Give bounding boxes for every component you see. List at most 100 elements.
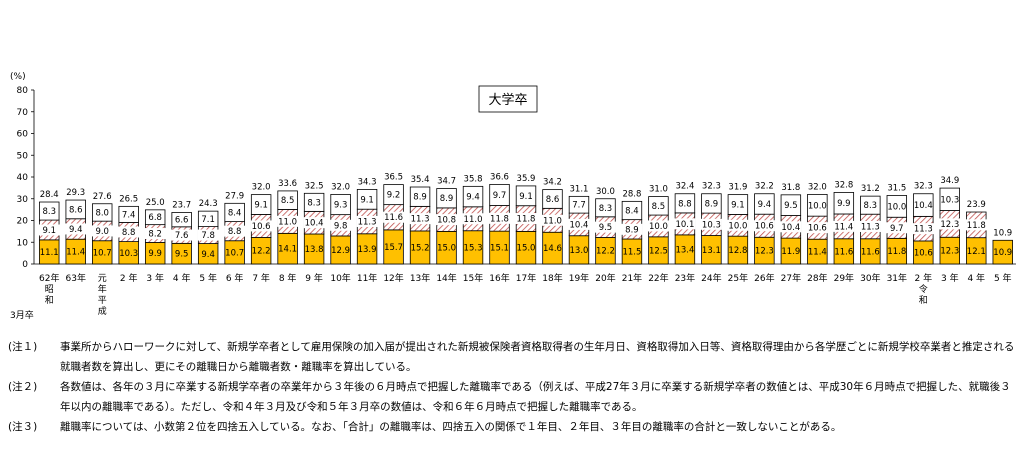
data-label: 11.9 [781, 247, 800, 257]
data-label: 15.0 [517, 244, 536, 254]
x-tick-label: 21年 [622, 272, 642, 284]
x-tick-label: 4 年 [173, 272, 191, 284]
bar-year3 [886, 195, 908, 218]
x-tick-label: 年 [98, 283, 107, 295]
data-label: 15.1 [490, 244, 509, 254]
x-tick-label: 17年 [516, 272, 536, 284]
x-tick-label: 成 [98, 305, 107, 317]
label-bg [912, 223, 934, 235]
x-tick-label: 18年 [542, 272, 562, 284]
x-tick-label: 15年 [463, 272, 483, 284]
x-tick-label: 元 [98, 274, 107, 284]
total-label: 32.0 [808, 182, 827, 192]
x-tick-label: 24年 [701, 272, 721, 284]
bar-year3 [674, 193, 696, 214]
data-label: 9.1 [254, 201, 268, 211]
total-label: 35.8 [464, 174, 483, 184]
data-label: 9.5 [175, 250, 189, 260]
note-id: (注１) [8, 341, 38, 353]
x-tick-label: 昭 [45, 284, 54, 295]
bar-year3 [595, 198, 616, 218]
total-label: 32.8 [834, 180, 853, 190]
label-bg [489, 212, 511, 224]
label-bg [171, 229, 193, 241]
data-label: 8.9 [440, 194, 454, 204]
data-label: 10.6 [808, 224, 827, 234]
x-tick-label: 27年 [781, 272, 801, 284]
data-label: 14.6 [543, 244, 562, 254]
total-label: 31.5 [887, 183, 906, 193]
x-tick-label: 8 年 [279, 272, 297, 284]
data-label: 15.0 [437, 244, 456, 254]
label-bg [647, 220, 669, 232]
data-label: 10.3 [940, 195, 959, 205]
bar-year3 [92, 203, 113, 222]
bar-year3 [939, 187, 960, 211]
total-label: 28.8 [622, 189, 641, 199]
data-label: 13.8 [305, 245, 324, 255]
data-label: 10.4 [305, 219, 324, 229]
label-bg [594, 221, 616, 233]
bar-year3 [727, 194, 749, 215]
data-label: 12.3 [755, 247, 774, 257]
data-label: 11.4 [834, 222, 853, 232]
data-label: 8.3 [307, 198, 321, 208]
data-label: 8.8 [228, 227, 242, 237]
data-label: 12.3 [940, 220, 959, 230]
data-label: 11.3 [861, 222, 880, 232]
chart-title: 大学卒 [488, 92, 527, 108]
data-label: 10.1 [675, 220, 694, 230]
x-tick-label: 5 年 [199, 272, 217, 284]
data-label: 7.8 [201, 231, 215, 241]
label-bg [65, 223, 87, 235]
bar-year3 [515, 185, 537, 207]
data-label: 9.0 [95, 227, 109, 237]
data-label: 11.4 [66, 248, 85, 258]
x-tick-label: 平 [98, 295, 107, 306]
x-tick-label: 2 年 [120, 272, 138, 284]
total-label: 34.9 [940, 176, 959, 186]
data-label: 9.9 [148, 249, 162, 259]
bar-year3 [409, 186, 431, 207]
label-bg [303, 217, 325, 229]
label-bg [409, 213, 431, 225]
data-label: 11.8 [517, 215, 536, 225]
x-tick-label: 30年 [860, 272, 880, 284]
x-tick-label: 5 年 [994, 272, 1012, 284]
data-label: 9.7 [493, 191, 507, 201]
label-bg [356, 215, 378, 227]
data-label: 9.4 [466, 193, 480, 203]
x-tick-label: 令 [919, 283, 928, 295]
label-bg [541, 214, 563, 226]
label-bg [568, 218, 590, 230]
total-label: 32.0 [331, 182, 350, 192]
total-label: 31.2 [861, 184, 880, 194]
x-tick-label: 29年 [834, 272, 854, 284]
total-label: 25.0 [146, 198, 165, 208]
total-label: 28.4 [40, 190, 59, 200]
bar-year3 [171, 212, 192, 228]
total-label: 32.4 [675, 182, 694, 192]
x-tick-label: 和 [45, 295, 54, 306]
total-label: 26.5 [119, 194, 138, 204]
data-label: 8.8 [122, 228, 136, 238]
data-label: 9.3 [334, 201, 348, 211]
data-label: 7.4 [122, 210, 136, 220]
x-tick-label: 63年 [66, 272, 86, 284]
label-bg [118, 226, 140, 238]
data-label: 6.8 [148, 213, 162, 223]
bar-year3 [277, 190, 298, 210]
y-tick-label: 0 [22, 260, 28, 270]
data-label: 10.4 [570, 220, 589, 230]
data-label: 9.4 [69, 225, 83, 235]
total-label: 32.5 [305, 181, 324, 191]
data-label: 10.3 [119, 249, 138, 259]
data-label: 10.4 [914, 201, 933, 211]
data-label: 11.6 [384, 213, 403, 223]
data-label: 8.2 [148, 230, 162, 240]
label-bg [727, 219, 749, 231]
x-tick-label: 62年 [39, 272, 59, 284]
data-label: 6.6 [175, 216, 189, 226]
data-label: 11.0 [278, 217, 297, 227]
total-label: 34.3 [358, 177, 377, 187]
